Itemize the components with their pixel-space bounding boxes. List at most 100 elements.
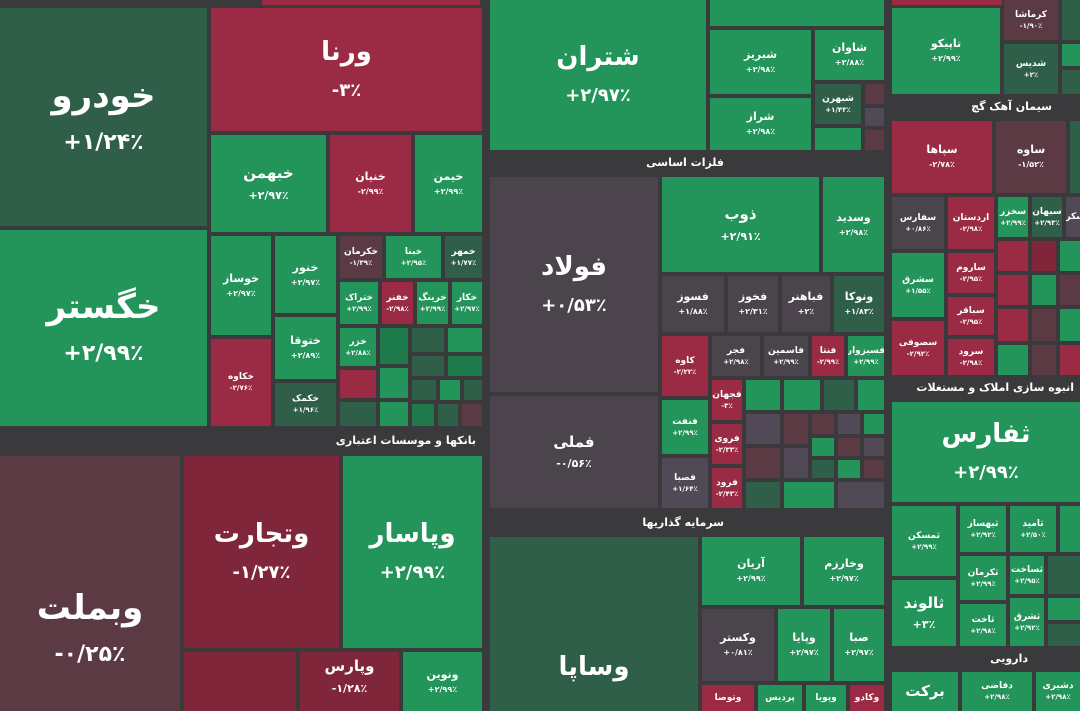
tile-vtejarat[interactable]: وتجارت -۱/۲۷٪ [184,456,339,648]
tile-vasedid[interactable]: وسدید +۲/۹۸٪ [823,177,884,272]
tile-sepaha[interactable]: سپاها -۲/۷۸٪ [892,121,992,193]
tile-small[interactable] [746,414,780,444]
tile-small[interactable] [784,448,808,478]
tile-fasbozvar[interactable]: فسبزوار +۲/۹۹٪ [848,336,884,376]
tile-vkestar[interactable]: وکستر +۰/۸۱٪ [702,609,774,681]
tile-famasemin[interactable]: فاسمین +۲/۹۹٪ [764,336,808,376]
tile-small[interactable] [746,380,780,410]
tile-vasapa[interactable]: وساپا [490,537,698,711]
tile-small[interactable] [1032,275,1056,305]
tile-top[interactable] [892,0,1002,5]
tile-khnor[interactable]: خنور +۲/۹۷٪ [275,236,336,313]
tile-small[interactable] [448,356,482,376]
tile-small[interactable] [1060,309,1080,341]
tile-small[interactable] [784,380,820,410]
tile-small[interactable] [1032,309,1056,341]
tile-small[interactable] [812,414,834,434]
tile-fasaba[interactable]: فصبا +۱/۶۴٪ [662,458,708,508]
tile-small[interactable] [1060,275,1080,305]
tile-small[interactable] [1060,345,1080,375]
tile-small[interactable] [1070,121,1080,193]
tile-small[interactable] [380,402,408,426]
tile-small[interactable] [998,345,1028,375]
tile-vpoya[interactable]: وپویا [806,685,846,711]
tile-small[interactable] [380,368,408,398]
tile-khosaz[interactable]: خوساز +۲/۹۷٪ [211,236,271,335]
tile-small[interactable] [462,404,482,426]
tile-fabahonar[interactable]: فباهنر +۲٪ [782,276,830,332]
tile-small[interactable] [838,482,884,508]
tile-vkado[interactable]: وکادو [850,685,884,711]
tile-sarom[interactable]: ساروم -۲/۹۵٪ [948,253,994,293]
tile-small[interactable] [380,328,408,364]
tile-thebahsaz[interactable]: ثبهساز +۲/۹۲٪ [960,506,1006,552]
tile-thelond[interactable]: ثالوند +۳٪ [892,580,956,646]
tile-kaveh[interactable]: کاوه -۲/۲۲٪ [662,336,708,396]
tile-khtoga[interactable]: ختوقا +۲/۸۹٪ [275,317,336,379]
tile-small[interactable] [1062,44,1080,66]
tile-fekhoz[interactable]: فخوز +۲/۳۱٪ [728,276,778,332]
tile-sasofi[interactable]: سصوفی -۲/۹۲٪ [892,321,944,375]
tile-small[interactable] [858,380,884,410]
tile-khekave[interactable]: خکاوه -۲/۷۶٪ [211,339,271,426]
tile-zob[interactable]: ذوب +۲/۹۱٪ [662,177,819,272]
tile-small[interactable] [864,414,884,434]
tile-vtosa[interactable]: وتوصا [702,685,754,711]
tile-khkar[interactable]: خکار +۲/۹۷٪ [452,282,482,324]
tile-feneft[interactable]: فنفت +۲/۹۹٪ [662,400,708,454]
tile-small[interactable] [464,380,482,400]
tile-khodro[interactable]: خودرو +۱/۲۴٪ [0,8,207,226]
tile-small[interactable] [1048,556,1080,594]
tile-small[interactable] [438,404,458,426]
tile-small[interactable] [865,84,884,104]
tile-farood[interactable]: فرود -۲/۴۳٪ [712,468,742,508]
tile-khtrak[interactable]: ختراک +۲/۹۹٪ [340,282,378,324]
tile-khkarman[interactable]: خکرمان -۱/۳۹٪ [340,236,382,278]
tile-themasken[interactable]: ثمسکن +۲/۹۹٪ [892,506,956,576]
tile-small[interactable] [1032,241,1056,271]
tile-saba[interactable]: صبا +۲/۹۷٪ [834,609,884,681]
tile-fajehan[interactable]: فجهان -۳٪ [712,380,742,420]
tile-thefars[interactable]: ثفارس +۲/۹۹٪ [892,402,1080,502]
tile-saveh[interactable]: ساوه -۱/۵۲٪ [996,121,1066,193]
tile-small[interactable] [1048,624,1080,646]
tile-vpasar[interactable]: وپاسار +۲/۹۹٪ [343,456,482,648]
tile-shedis[interactable]: شدیس +۲٪ [1004,44,1058,94]
tile-small[interactable] [784,482,834,508]
tile-small[interactable] [812,460,834,478]
tile-bereket[interactable]: برکت [892,672,958,711]
tile-small[interactable] [824,380,854,410]
tile-sakhzar[interactable]: سخزر +۲/۹۹٪ [998,197,1028,237]
tile-small[interactable] [1060,241,1080,271]
tile-sakord[interactable]: سکرد [1066,197,1080,237]
tile-small[interactable] [746,482,780,508]
tile-small[interactable] [812,438,834,456]
tile-sabagher[interactable]: سباقر -۲/۹۵٪ [948,297,994,335]
tile-small[interactable] [815,128,861,150]
tile-vpaya[interactable]: وپایا +۲/۹۷٪ [778,609,830,681]
tile-theshargh[interactable]: ثشرق +۲/۹۲٪ [1010,598,1044,646]
tile-thakht[interactable]: ثاخت +۲/۹۸٪ [960,604,1006,646]
tile-thamid[interactable]: ثامید +۲/۵۰٪ [1010,506,1056,552]
tile-vebmelat[interactable]: وبملت -۰/۲۵٪ [0,456,180,711]
tile-small[interactable] [838,414,860,434]
tile-khimon[interactable]: خیمن +۲/۹۹٪ [415,135,482,232]
tile-top-strip[interactable] [262,0,480,5]
tile-small[interactable] [340,402,376,426]
tile-khebhman[interactable]: خبهمن +۲/۹۷٪ [211,135,326,232]
tile-safars[interactable]: سفارس +۰/۸۶٪ [892,197,944,249]
tile-sahan[interactable]: سبهان +۲/۹۳٪ [1032,197,1062,237]
tile-small[interactable] [784,414,808,444]
tile-shiraz[interactable]: شراز +۲/۹۸٪ [710,98,811,150]
tile-shebehran[interactable]: شبهرن +۱/۴۳٪ [815,84,861,124]
tile-small[interactable] [998,309,1028,341]
tile-kermasha[interactable]: کرماشا -۱/۹۰٪ [1004,0,1058,40]
tile-small[interactable] [412,356,444,376]
tile-small[interactable] [1062,70,1080,94]
tile-shavan[interactable]: شاوان +۲/۸۸٪ [815,30,884,80]
tile-khkomak[interactable]: خکمک +۱/۹۶٪ [275,383,336,426]
tile-aryan[interactable]: آریان +۲/۹۹٪ [702,537,800,605]
tile-femeli[interactable]: فملی -۰/۵۶٪ [490,396,658,508]
tile-top[interactable] [710,0,884,26]
tile-unlabeled[interactable] [184,652,296,711]
